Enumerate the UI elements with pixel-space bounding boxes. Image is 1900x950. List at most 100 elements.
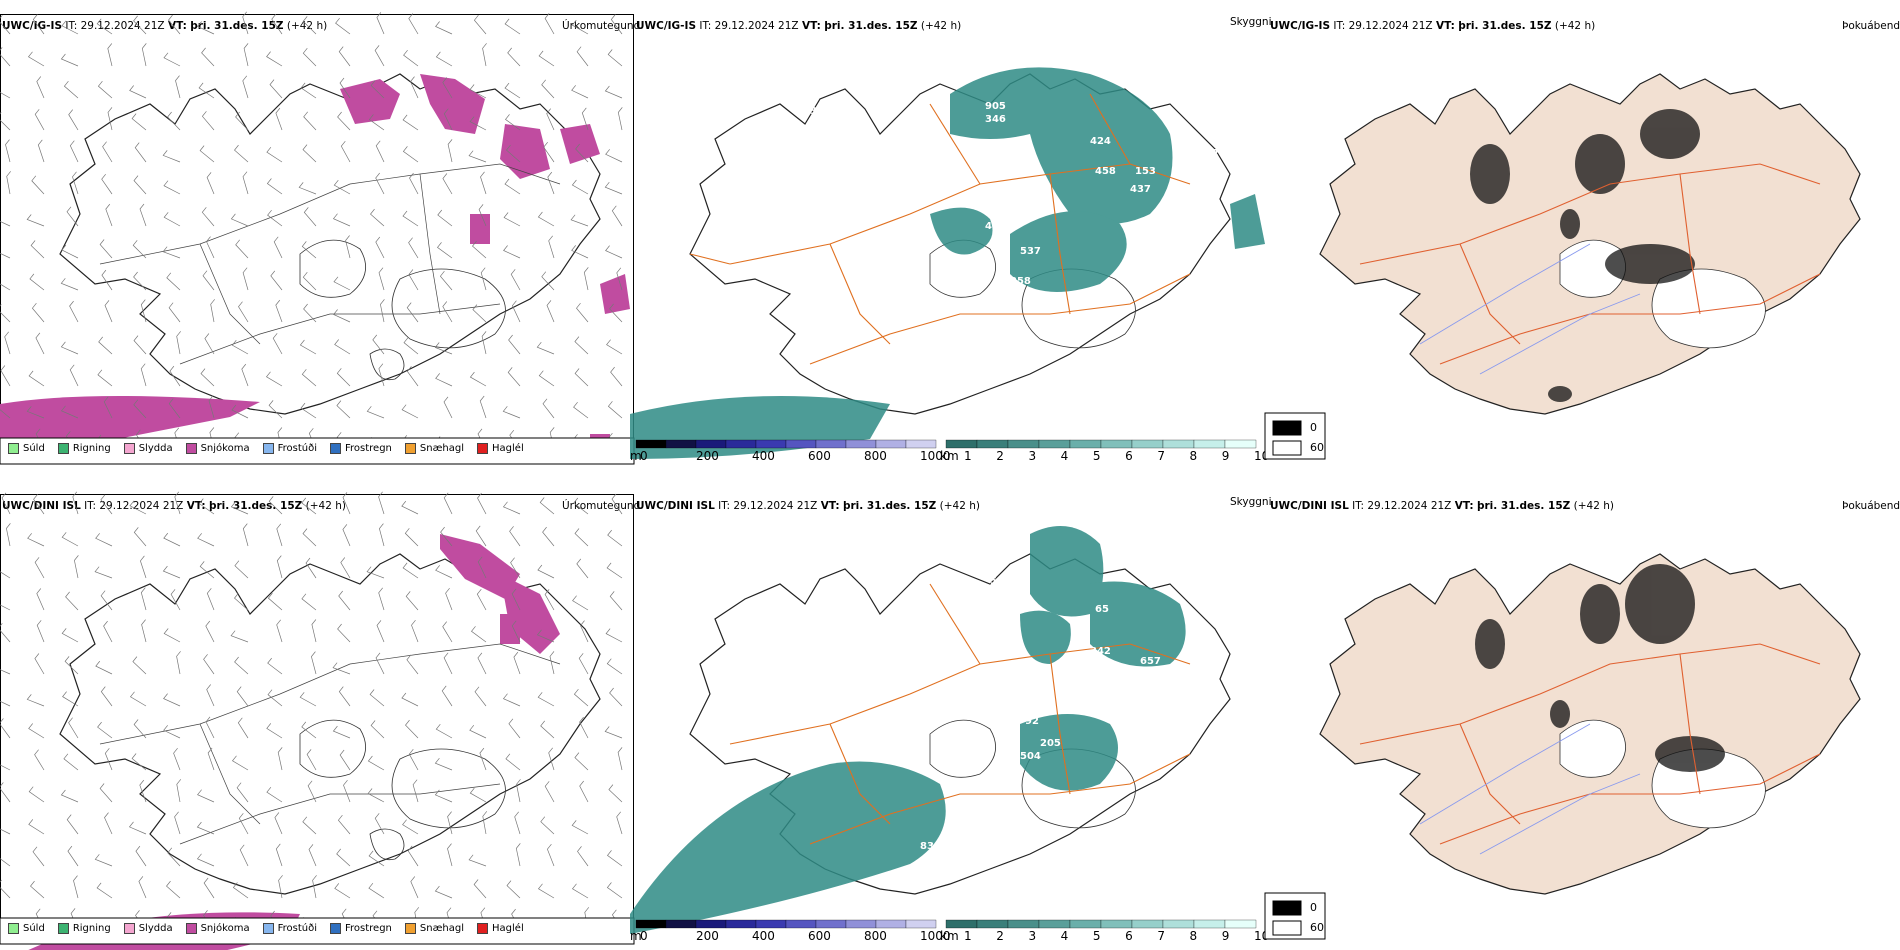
- wind-barb: [34, 749, 45, 771]
- colorbar-cell: [695, 919, 727, 929]
- wind-barb: [242, 75, 249, 99]
- wind-barb: [542, 526, 555, 547]
- wind-barb: [95, 533, 113, 547]
- wind-barb: [472, 304, 487, 323]
- wind-barb: [132, 240, 147, 259]
- colorbar-tick: 1000: [920, 449, 951, 463]
- wind-barb: [505, 753, 521, 771]
- wind-barb: [402, 819, 419, 835]
- colorbar-tick: 600: [808, 449, 831, 463]
- wind-barb: [202, 270, 215, 291]
- wind-barb: [302, 271, 317, 291]
- wind-barb: [604, 181, 623, 195]
- wind-barb: [571, 179, 589, 195]
- colorbar-tick: 200: [696, 449, 719, 463]
- wind-barb: [401, 404, 419, 419]
- wind-barb: [203, 654, 215, 675]
- colorbar-cell: [905, 439, 937, 449]
- wind-barb: [435, 21, 453, 35]
- row1-precip-map: [0, 11, 630, 462]
- wind-barb: [583, 267, 589, 291]
- wind-barb: [607, 529, 623, 547]
- wind-barb: [131, 753, 147, 771]
- colorbar-cell: [976, 439, 1009, 449]
- wind-barb: [302, 16, 317, 35]
- legend-label: Snæhagl: [419, 443, 465, 454]
- colorbar-cell: [875, 439, 907, 449]
- legend-swatch: [123, 443, 135, 454]
- wind-barb: [440, 526, 453, 547]
- visibility-value-label: 330: [810, 106, 831, 117]
- precip-legend-item: Rigning: [57, 443, 111, 454]
- wind-barb: [28, 723, 45, 739]
- wind-barb: [510, 557, 521, 579]
- precip-legend-item: Snæhagl: [404, 923, 464, 934]
- wind-barb: [480, 267, 487, 291]
- wind-barb: [34, 109, 45, 131]
- wind-barb: [479, 747, 487, 771]
- wind-barb: [198, 498, 215, 515]
- wind-barb: [6, 523, 11, 547]
- wind-barb: [434, 757, 453, 771]
- wind-barb: [0, 112, 11, 131]
- wind-barb: [375, 172, 385, 195]
- wind-barb: [408, 269, 419, 291]
- colorbar-cell: [755, 919, 787, 929]
- wind-barb: [267, 209, 283, 227]
- colorbar-tick: 9: [1222, 929, 1230, 943]
- roads: [689, 93, 1191, 365]
- wind-barb: [405, 719, 419, 739]
- wind-barb: [0, 365, 11, 387]
- wind-barb: [234, 592, 249, 611]
- precip-legend-item: Súld: [8, 443, 45, 454]
- colorbar-cell: [1162, 919, 1195, 929]
- row2-fog-title: Þokuábendi: [1842, 500, 1900, 512]
- precip-legend-item: Frostúði: [262, 443, 317, 454]
- wind-barb: [404, 528, 419, 547]
- wind-barb: [515, 843, 521, 867]
- wind-barb: [5, 139, 11, 163]
- wind-barb: [167, 111, 181, 131]
- wind-barb: [141, 619, 147, 643]
- wind-barb: [507, 47, 521, 67]
- visibility-value-label: 458: [1095, 166, 1116, 177]
- wind-barb: [60, 53, 79, 67]
- wind-barb: [474, 686, 487, 707]
- colorbar-tick: 400: [752, 449, 775, 463]
- wind-barb: [32, 14, 45, 35]
- wind-barb: [139, 779, 147, 803]
- wind-barb: [380, 299, 385, 323]
- colorbar-tick: 6: [1125, 449, 1133, 463]
- model-name: UWC/IG-IS: [2, 20, 63, 32]
- wind-barb: [303, 303, 317, 323]
- visibility-value-label: 657: [1140, 656, 1161, 667]
- colorbar-tick: 7: [1157, 449, 1165, 463]
- wind-barb: [129, 85, 147, 99]
- wind-barb: [343, 779, 351, 803]
- wind-barb: [199, 561, 215, 579]
- wind-barb: [276, 619, 283, 643]
- wind-barb: [97, 369, 113, 387]
- wind-barb: [366, 566, 385, 579]
- wind-barb: [504, 178, 521, 195]
- colorbar-cell: [945, 919, 978, 929]
- wind-barb: [442, 301, 453, 323]
- wind-barb: [435, 373, 453, 387]
- colorbar-tick: 200: [696, 929, 719, 943]
- wind-barb: [549, 651, 555, 675]
- wind-barb: [0, 669, 11, 675]
- visibility-value-label: 92: [1025, 716, 1039, 727]
- wind-barb: [131, 113, 147, 131]
- wind-barb: [140, 587, 147, 611]
- wind-barb: [97, 721, 113, 739]
- colorbar-cell: [785, 439, 817, 449]
- wind-barb: [299, 692, 317, 707]
- wind-barb: [270, 270, 283, 291]
- wind-barb: [571, 245, 589, 259]
- wind-barb: [266, 786, 283, 803]
- wind-barb: [476, 588, 487, 611]
- wind-barb: [516, 779, 521, 803]
- wind-barb: [0, 220, 11, 227]
- wind-barb: [73, 875, 79, 899]
- wind-barb: [580, 620, 589, 643]
